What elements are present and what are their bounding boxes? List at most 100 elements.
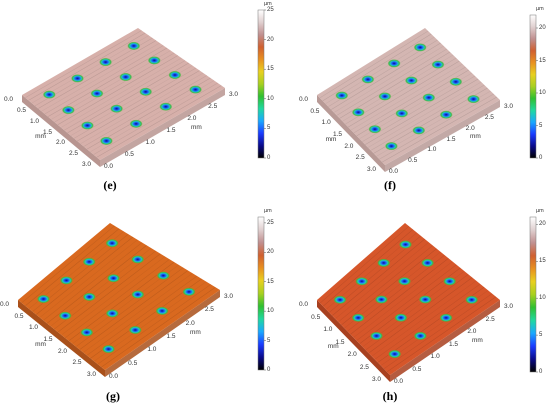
axis-tick-label-right: 3.0 — [504, 103, 514, 110]
colorbar — [257, 9, 265, 159]
surface-pit — [155, 306, 169, 316]
surface-pit — [156, 271, 170, 280]
axis-tick-label-right: 2.5 — [485, 315, 495, 323]
axis-unit-right: mm — [190, 329, 201, 336]
colorbar-tick-label: 20 — [539, 221, 546, 228]
axis-tick-label-left: 1.0 — [29, 324, 39, 332]
colorbar-tick-label: 25 — [267, 219, 274, 226]
axis-unit-left: mm — [35, 340, 46, 348]
axis-tick-label-left: 3.0 — [367, 166, 377, 173]
axis-tick-label-right: 0.0 — [389, 168, 399, 175]
surface-pit — [182, 287, 196, 296]
axis-tick-label-left: 1.0 — [30, 117, 40, 125]
surface-pit — [335, 91, 349, 100]
surface-pit — [99, 136, 113, 146]
panel-h: 0 5 10 15 20 µm 0.0 0.5 1.0 1.5 2.0 2.5 3.0 mm 0.0 0.5 1… — [275, 205, 550, 410]
axis-tick-label-left: 0.5 — [311, 313, 321, 321]
axis-unit-left: mm — [325, 135, 337, 143]
surface-pit — [61, 105, 75, 115]
colorbar-unit: µm — [536, 208, 544, 214]
colorbar-tick-label: 5 — [539, 122, 543, 129]
surface-pit — [395, 109, 409, 118]
axis-tick-label-right: 1.5 — [446, 135, 456, 143]
surface-pit — [127, 41, 141, 51]
surface-top — [317, 28, 500, 165]
colorbar-tick-label: 20 — [267, 249, 274, 256]
axis-tick-label-right: 3.0 — [229, 91, 239, 98]
surface-pit — [388, 349, 402, 359]
axis-tick-label-right: 1.5 — [449, 340, 459, 348]
colorbar-tick-label: 10 — [267, 95, 274, 102]
surface-pit — [439, 110, 453, 119]
surface-pit — [467, 94, 480, 104]
axis-tick-label-right: 0.0 — [104, 163, 114, 170]
axis-tick-label-left: 1.0 — [321, 119, 331, 127]
colorbar-tick-label: 0 — [267, 367, 271, 373]
surface-pit — [449, 77, 463, 87]
axis-tick-label-right: 1.5 — [166, 333, 176, 340]
axis-unit-left: mm — [35, 133, 46, 141]
surface-top — [22, 28, 225, 160]
colorbar-tick-label: 0 — [539, 369, 543, 375]
axis-tick-label-left: 1.5 — [43, 128, 53, 136]
axis-tick-label-right: 3.0 — [504, 303, 514, 310]
colorbar — [257, 216, 265, 371]
colorbar-tick-label: 15 — [539, 57, 546, 64]
colorbar-tick-label: 0 — [267, 155, 271, 161]
surface-pit — [71, 74, 84, 83]
surface-pit — [129, 119, 143, 128]
axis-tick-label-right: 2.0 — [465, 124, 475, 132]
axis-tick-label-right: 2.0 — [185, 319, 195, 327]
surface-pit — [399, 240, 412, 249]
surface-pit — [355, 277, 369, 286]
colorbar — [529, 216, 537, 373]
surface-side-left — [317, 95, 385, 172]
surface-pit — [82, 257, 96, 266]
axis-tick-label-left: 2.5 — [359, 363, 369, 371]
axis-unit-left: mm — [327, 342, 339, 350]
surface-side-right — [390, 300, 500, 382]
surface-pit — [131, 290, 145, 299]
surface-pit — [370, 331, 383, 341]
surface-pit — [189, 85, 202, 94]
axis-tick-label-left: 1.5 — [43, 336, 53, 343]
axis-tick-label-left: 1.5 — [335, 338, 345, 346]
axis-tick-label-right: 0.5 — [124, 151, 134, 158]
surface-pit — [374, 295, 388, 304]
surface-pit — [105, 309, 119, 318]
axis-unit-right: mm — [191, 123, 202, 131]
surface-pit — [443, 277, 457, 286]
surface-pit — [42, 90, 56, 99]
surface-pit — [90, 89, 104, 98]
axis-tick-label-right: 3.0 — [224, 293, 234, 300]
surface-pit — [421, 258, 435, 268]
panel-e: 0 5 10 15 20 25 µm 0.0 0.5 1.0 1.5 2.0 2.5 3.0 mm 0.0 0.… — [0, 0, 275, 205]
surface-pit — [398, 277, 411, 286]
surface-pit — [99, 57, 113, 67]
axis-tick-label-left: 1.0 — [323, 326, 333, 333]
surface-pit — [394, 313, 408, 322]
surface-pit — [147, 56, 161, 65]
axis-tick-label-left: 3.0 — [87, 371, 97, 378]
axis-tick-label-left: 1.5 — [333, 131, 343, 138]
axis-tick-label-left: 0.5 — [17, 106, 27, 114]
axis-tick-label-left: 0.0 — [299, 301, 309, 308]
colorbar-tick-label: 15 — [539, 258, 546, 265]
axis-tick-label-right: 1.0 — [147, 346, 157, 354]
surface-pit — [431, 60, 445, 69]
surface-pit — [413, 331, 427, 341]
surface-pit — [333, 295, 347, 304]
surface-pit — [82, 292, 96, 302]
surface-pit — [105, 239, 119, 248]
colorbar-unit: µm — [264, 208, 272, 214]
axis-tick-label-right: 0.0 — [109, 373, 119, 380]
colorbar-tick-label: 15 — [267, 66, 274, 73]
surface-top — [18, 223, 220, 370]
surface-pit — [110, 104, 124, 113]
axis-tick-label-left: 2.5 — [72, 359, 82, 367]
surface-plot-h — [317, 216, 538, 382]
colorbar-tick-label: 20 — [539, 25, 546, 31]
axis-tick-label-right: 2.0 — [467, 328, 477, 335]
axis-tick-label-left: 2.0 — [347, 351, 357, 358]
axis-unit-right: mm — [472, 337, 483, 344]
